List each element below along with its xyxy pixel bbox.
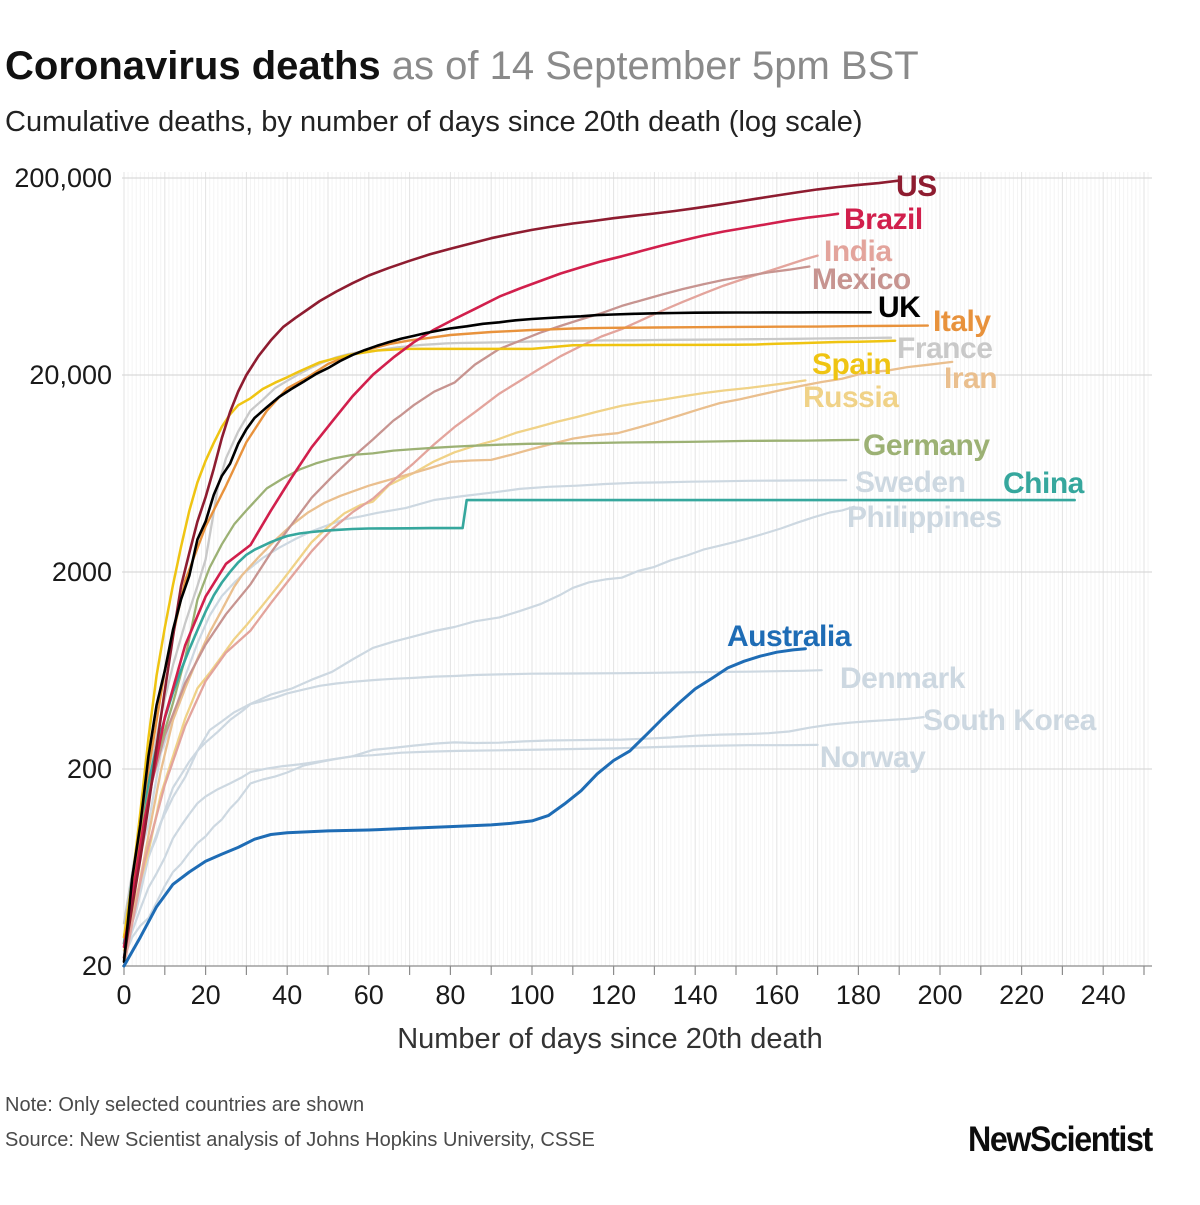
x-axis-title: Number of days since 20th death [397,1023,823,1055]
series-line-sweden [122,479,848,963]
series-line-uk [122,310,872,964]
series-line-brazil [122,212,840,949]
series-label-us: US [896,170,937,203]
series-label-uk: UK [878,291,921,324]
y-tick-label: 200,000 [14,163,112,193]
series-line-australia [122,647,807,968]
x-tick-label: 100 [509,980,554,1010]
y-tick-label: 20,000 [29,360,112,390]
x-tick-label: 140 [673,980,718,1010]
x-tick-label: 180 [836,980,881,1010]
y-tick-label: 20 [82,951,112,981]
new-scientist-logo: NewScientist [968,1120,1153,1159]
series-line-philippines [122,505,856,949]
x-tick-label: 220 [999,980,1044,1010]
source-credit: Source: New Scientist analysis of Johns … [5,1129,595,1151]
page-title: Coronavirus deaths [5,44,381,88]
series-label-south-korea: South Korea [923,704,1097,737]
series-label-china: China [1003,467,1085,500]
x-tick-label: 120 [591,980,636,1010]
x-tick-label: 20 [191,980,221,1010]
series-line-norway [122,743,819,956]
series-line-italy [122,324,929,963]
y-tick-label: 200 [67,754,112,784]
series-label-spain: Spain [812,348,891,381]
header: Coronavirus deaths as of 14 September 5p… [5,44,1195,89]
series-line-south-korea [122,715,925,959]
series-label-mexico: Mexico [812,263,911,296]
series-label-norway: Norway [820,741,926,774]
chart-subtitle: Cumulative deaths, by number of days sin… [5,106,863,138]
series-label-philippines: Philippines [847,501,1002,534]
series-label-brazil: Brazil [844,203,923,236]
series-line-india [122,254,819,968]
series-label-russia: Russia [803,381,899,414]
series-label-italy: Italy [933,305,991,338]
series-label-india: India [824,235,892,268]
x-tick-label: 0 [116,980,131,1010]
x-tick-label: 160 [754,980,799,1010]
series-line-russia [122,379,807,952]
x-tick-label: 60 [354,980,384,1010]
x-tick-label: 240 [1081,980,1126,1010]
page-title-date: as of 14 September 5pm BST [380,44,919,88]
series-line-china [122,498,1076,945]
series-label-sweden: Sweden [855,466,965,499]
y-tick-label: 2000 [52,557,112,587]
x-tick-label: 40 [272,980,302,1010]
x-tick-label: 80 [435,980,465,1010]
series-line-spain [122,339,897,939]
series-line-mexico [122,265,811,939]
series-line-france [122,336,893,925]
series-line-denmark [122,669,823,952]
series-label-france: France [897,332,992,365]
footnote: Note: Only selected countries are shown [5,1094,365,1116]
series-line-germany [122,438,860,945]
series-line-us [122,179,901,960]
series-label-denmark: Denmark [840,662,966,695]
series-label-iran: Iran [944,362,997,395]
series-label-australia: Australia [727,620,852,653]
series-label-germany: Germany [863,429,990,462]
x-tick-label: 200 [917,980,962,1010]
series-line-iran [122,360,954,968]
